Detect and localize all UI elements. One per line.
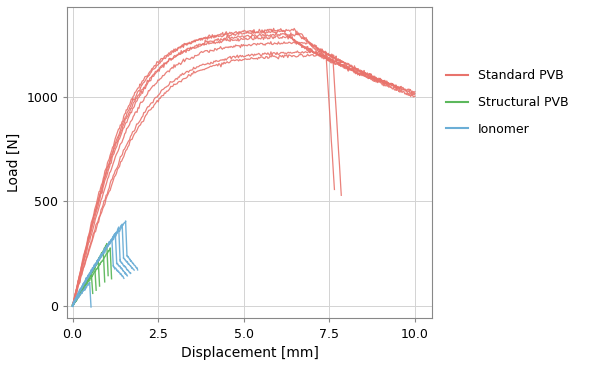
Ionomer [99,251,106,255]
Structural PVB [93,260,100,265]
Ionomer [103,245,110,250]
Ionomer [101,248,108,253]
Structural PVB [103,241,110,246]
Structural PVB [69,303,76,307]
Legend: Standard PVB, Structural PVB, Ionomer: Standard PVB, Structural PVB, Ionomer [446,69,569,136]
Structural PVB [91,263,98,268]
Structural PVB [70,303,77,307]
Structural PVB [90,265,97,270]
Structural PVB [85,276,92,280]
Y-axis label: Load [N]: Load [N] [7,133,21,192]
Standard PVB [126,105,133,110]
Line: Standard PVB: Standard PVB [73,28,415,305]
Standard PVB [69,302,76,307]
Structural PVB [100,248,107,253]
X-axis label: Displacement [mm]: Displacement [mm] [181,346,319,360]
Ionomer [119,222,126,227]
Standard PVB [166,53,173,57]
Standard PVB [246,29,253,33]
Structural PVB [90,266,97,270]
Ionomer [91,264,98,268]
Standard PVB [270,26,277,30]
Standard PVB [350,66,357,70]
Ionomer [98,254,106,258]
Line: Structural PVB: Structural PVB [73,244,107,305]
Ionomer [69,304,76,308]
Standard PVB [157,61,164,65]
Ionomer [113,230,120,235]
Standard PVB [363,72,370,76]
Line: Ionomer: Ionomer [73,225,122,306]
Standard PVB [411,91,418,96]
